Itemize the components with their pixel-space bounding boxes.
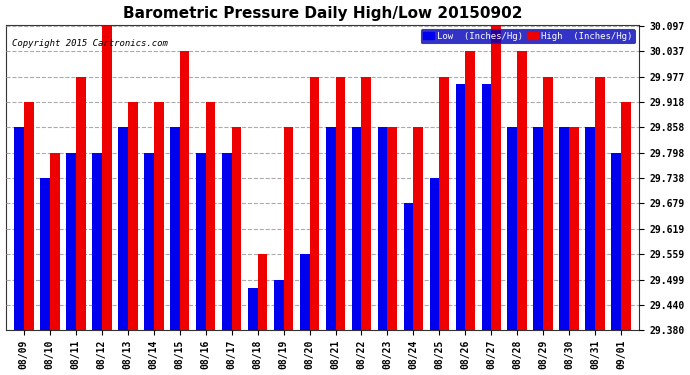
Bar bbox=[101, 26, 112, 330]
Bar bbox=[377, 127, 388, 330]
Bar bbox=[92, 153, 101, 330]
Bar bbox=[611, 153, 621, 330]
Bar bbox=[144, 153, 154, 330]
Bar bbox=[388, 127, 397, 330]
Bar bbox=[362, 77, 371, 330]
Bar bbox=[128, 102, 137, 330]
Bar bbox=[404, 203, 413, 330]
Bar bbox=[154, 102, 164, 330]
Bar bbox=[455, 84, 465, 330]
Bar bbox=[221, 153, 232, 330]
Bar bbox=[310, 77, 319, 330]
Bar bbox=[206, 102, 215, 330]
Bar bbox=[507, 127, 518, 330]
Bar bbox=[66, 153, 76, 330]
Bar bbox=[196, 153, 206, 330]
Bar bbox=[232, 127, 241, 330]
Bar bbox=[118, 127, 128, 330]
Bar bbox=[23, 102, 34, 330]
Bar bbox=[491, 26, 501, 330]
Text: Copyright 2015 Cartronics.com: Copyright 2015 Cartronics.com bbox=[12, 39, 168, 48]
Bar bbox=[465, 51, 475, 330]
Bar bbox=[179, 51, 190, 330]
Bar bbox=[569, 127, 579, 330]
Bar bbox=[518, 51, 527, 330]
Legend: Low  (Inches/Hg), High  (Inches/Hg): Low (Inches/Hg), High (Inches/Hg) bbox=[421, 29, 635, 44]
Bar bbox=[299, 254, 310, 330]
Bar bbox=[560, 127, 569, 330]
Bar bbox=[482, 84, 491, 330]
Bar bbox=[543, 77, 553, 330]
Bar bbox=[621, 102, 631, 330]
Bar bbox=[430, 178, 440, 330]
Bar bbox=[248, 288, 257, 330]
Bar bbox=[413, 127, 424, 330]
Bar bbox=[585, 127, 595, 330]
Bar bbox=[76, 77, 86, 330]
Bar bbox=[284, 127, 293, 330]
Bar bbox=[595, 77, 605, 330]
Bar bbox=[335, 77, 346, 330]
Bar bbox=[257, 254, 268, 330]
Bar bbox=[40, 178, 50, 330]
Bar bbox=[50, 153, 59, 330]
Title: Barometric Pressure Daily High/Low 20150902: Barometric Pressure Daily High/Low 20150… bbox=[123, 6, 522, 21]
Bar bbox=[274, 280, 284, 330]
Bar bbox=[170, 127, 179, 330]
Bar bbox=[14, 127, 23, 330]
Bar bbox=[326, 127, 335, 330]
Bar bbox=[440, 77, 449, 330]
Bar bbox=[533, 127, 543, 330]
Bar bbox=[352, 127, 362, 330]
